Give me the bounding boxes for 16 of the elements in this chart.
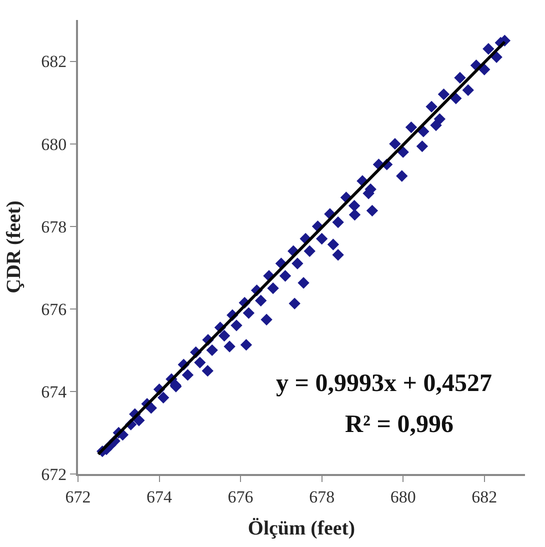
y-tick-label: 676 bbox=[41, 300, 67, 319]
x-tick-label: 674 bbox=[146, 487, 173, 506]
annotation: R² = 0,996 bbox=[345, 411, 454, 438]
x-tick-label: 682 bbox=[472, 487, 498, 506]
annotation: y = 0,9993x + 0,4527 bbox=[276, 370, 492, 397]
y-tick-label: 680 bbox=[41, 134, 67, 154]
x-tick-label: 676 bbox=[228, 487, 254, 506]
x-tick-label: 672 bbox=[65, 487, 91, 506]
x-tick-label: 678 bbox=[309, 487, 335, 506]
y-axis-title: ÇDR (feet) bbox=[3, 200, 26, 294]
y-tick-label: 678 bbox=[41, 217, 67, 236]
x-axis-title: Ölçüm (feet) bbox=[248, 517, 356, 540]
y-tick-label: 672 bbox=[41, 464, 67, 484]
x-tick-label: 680 bbox=[390, 487, 416, 506]
y-tick-label: 674 bbox=[41, 382, 68, 402]
y-tick-label: 682 bbox=[41, 52, 67, 72]
